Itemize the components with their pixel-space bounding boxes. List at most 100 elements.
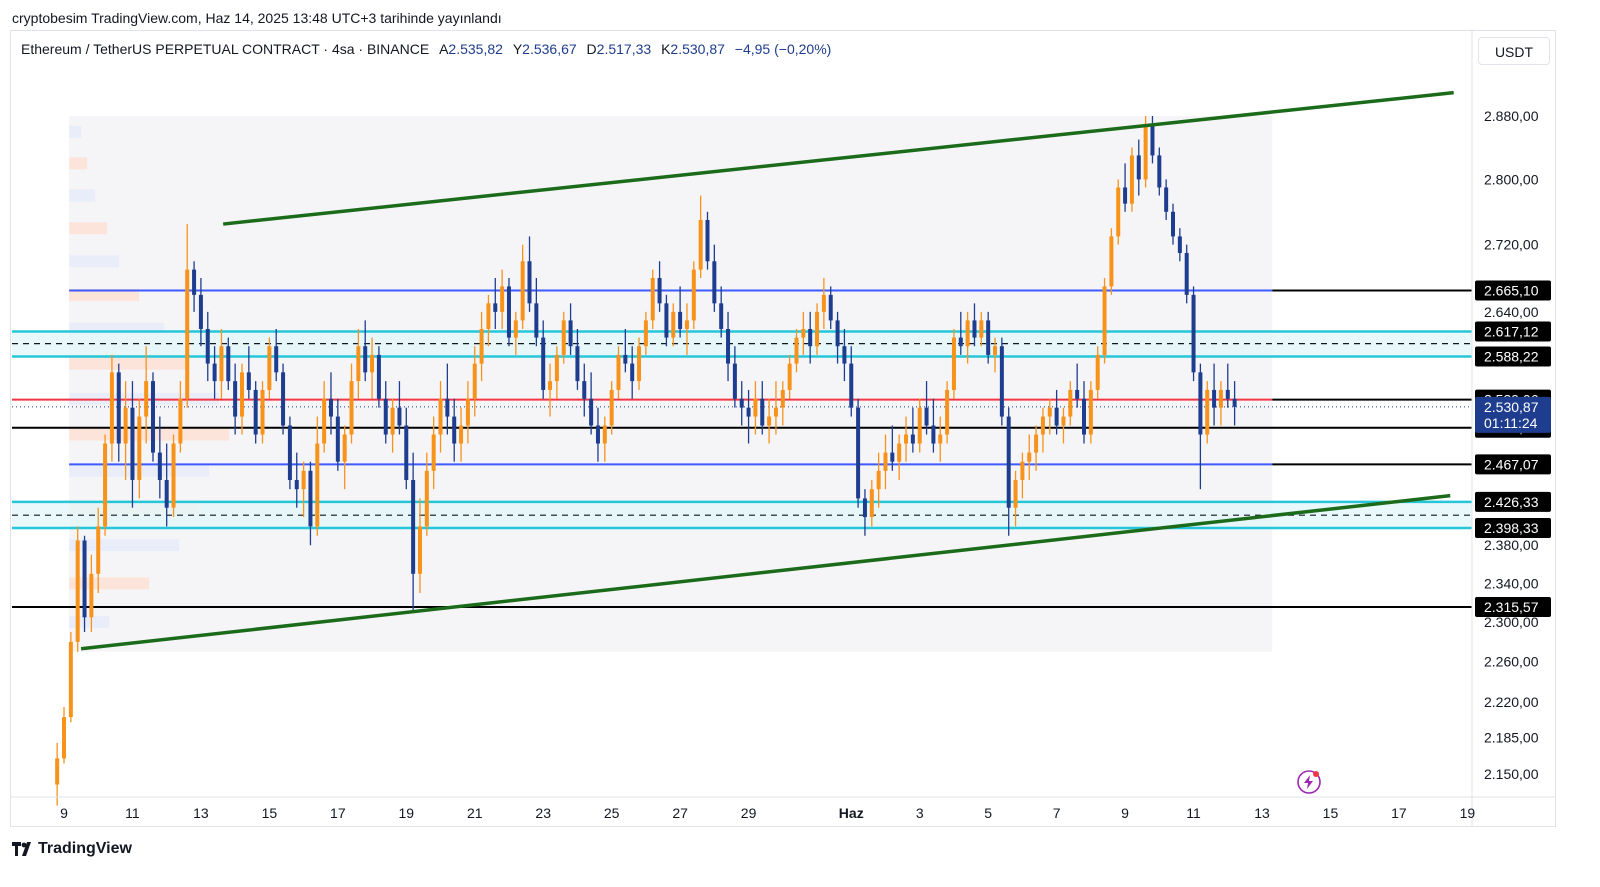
candle-down[interactable]	[541, 337, 546, 390]
candle-down[interactable]	[657, 278, 662, 304]
candle-up[interactable]	[897, 443, 902, 462]
candle-down[interactable]	[890, 452, 895, 462]
candle-up[interactable]	[486, 303, 491, 329]
candle-down[interactable]	[705, 219, 710, 262]
candle-up[interactable]	[96, 526, 101, 574]
candle-up[interactable]	[637, 346, 642, 382]
candle-up[interactable]	[239, 372, 244, 417]
currency-button[interactable]: USDT	[1478, 37, 1550, 65]
candle-up[interactable]	[883, 452, 888, 471]
candle-down[interactable]	[281, 372, 286, 426]
candle-down[interactable]	[335, 416, 340, 462]
candle-down[interactable]	[445, 398, 450, 417]
candle-down[interactable]	[568, 320, 573, 347]
candle-up[interactable]	[500, 286, 505, 312]
candle-down[interactable]	[506, 286, 511, 338]
candle-down[interactable]	[452, 416, 457, 444]
candle-down[interactable]	[842, 346, 847, 364]
candle-down[interactable]	[1177, 236, 1182, 253]
candle-up[interactable]	[520, 261, 525, 321]
candle-up[interactable]	[459, 425, 464, 444]
candle-up[interactable]	[356, 346, 361, 382]
candle-up[interactable]	[1143, 123, 1148, 180]
candle-down[interactable]	[712, 261, 717, 304]
candle-up[interactable]	[1109, 236, 1114, 287]
candle-down[interactable]	[862, 498, 867, 518]
candle-up[interactable]	[171, 443, 176, 508]
candle-down[interactable]	[1171, 211, 1176, 237]
candle-down[interactable]	[534, 303, 539, 338]
candle-up[interactable]	[1020, 461, 1025, 480]
candle-up[interactable]	[917, 407, 922, 444]
candle-up[interactable]	[869, 489, 874, 518]
candle-up[interactable]	[89, 573, 94, 618]
candle-down[interactable]	[726, 328, 731, 364]
candle-down[interactable]	[732, 363, 737, 399]
candle-up[interactable]	[465, 398, 470, 426]
candle-up[interactable]	[904, 434, 909, 444]
candle-up[interactable]	[342, 434, 347, 462]
candle-up[interactable]	[68, 641, 73, 718]
candle-down[interactable]	[1225, 389, 1230, 399]
candle-down[interactable]	[404, 425, 409, 480]
candle-up[interactable]	[75, 540, 80, 642]
candle-down[interactable]	[1184, 252, 1189, 295]
candle-up[interactable]	[979, 320, 984, 338]
candle-up[interactable]	[1218, 389, 1223, 408]
candle-down[interactable]	[1150, 123, 1155, 156]
candle-up[interactable]	[616, 354, 621, 390]
candle-down[interactable]	[308, 470, 313, 527]
candle-down[interactable]	[582, 381, 587, 399]
candle-down[interactable]	[1164, 187, 1169, 212]
candle-up[interactable]	[472, 363, 477, 399]
candle-down[interactable]	[1232, 398, 1237, 407]
candle-up[interactable]	[773, 407, 778, 417]
candle-up[interactable]	[609, 389, 614, 426]
candle-down[interactable]	[746, 407, 751, 417]
candle-down[interactable]	[575, 346, 580, 382]
candle-up[interactable]	[370, 354, 375, 373]
candle-down[interactable]	[246, 372, 251, 390]
candle-down[interactable]	[999, 346, 1004, 417]
candle-down[interactable]	[198, 294, 203, 329]
candle-up[interactable]	[103, 443, 108, 527]
candle-up[interactable]	[650, 278, 655, 321]
candle-up[interactable]	[424, 470, 429, 527]
candle-down[interactable]	[328, 398, 333, 417]
candle-up[interactable]	[322, 398, 327, 444]
candle-up[interactable]	[178, 398, 183, 444]
candle-down[interactable]	[849, 363, 854, 408]
candle-down[interactable]	[719, 303, 724, 329]
candle-up[interactable]	[801, 328, 806, 338]
candle-down[interactable]	[910, 434, 915, 444]
candle-down[interactable]	[1136, 155, 1141, 180]
candle-up[interactable]	[787, 363, 792, 390]
candle-down[interactable]	[623, 354, 628, 364]
candle-down[interactable]	[589, 398, 594, 426]
candle-up[interactable]	[1205, 389, 1210, 435]
candle-up[interactable]	[1013, 479, 1018, 508]
candle-up[interactable]	[753, 398, 758, 417]
candle-down[interactable]	[82, 540, 87, 618]
symbol-title[interactable]: Ethereum / TetherUS PERPETUAL CONTRACT ·…	[21, 41, 430, 57]
candle-down[interactable]	[739, 398, 744, 408]
candle-down[interactable]	[157, 452, 162, 480]
candle-down[interactable]	[808, 328, 813, 347]
candle-up[interactable]	[1034, 434, 1039, 453]
candle-down[interactable]	[931, 425, 936, 444]
candle-up[interactable]	[137, 416, 142, 480]
candle-up[interactable]	[815, 311, 820, 347]
candle-down[interactable]	[226, 346, 231, 382]
candle-up[interactable]	[691, 269, 696, 321]
candle-up[interactable]	[938, 434, 943, 444]
candle-up[interactable]	[1047, 407, 1052, 417]
candle-up[interactable]	[876, 470, 881, 490]
candle-down[interactable]	[294, 479, 299, 490]
candle-down[interactable]	[1123, 187, 1128, 204]
candle-down[interactable]	[856, 407, 861, 499]
candle-up[interactable]	[945, 389, 950, 435]
candle-up[interactable]	[1040, 416, 1045, 435]
candle-down[interactable]	[760, 398, 765, 426]
candle-down[interactable]	[1191, 294, 1196, 373]
candle-up[interactable]	[301, 470, 306, 490]
